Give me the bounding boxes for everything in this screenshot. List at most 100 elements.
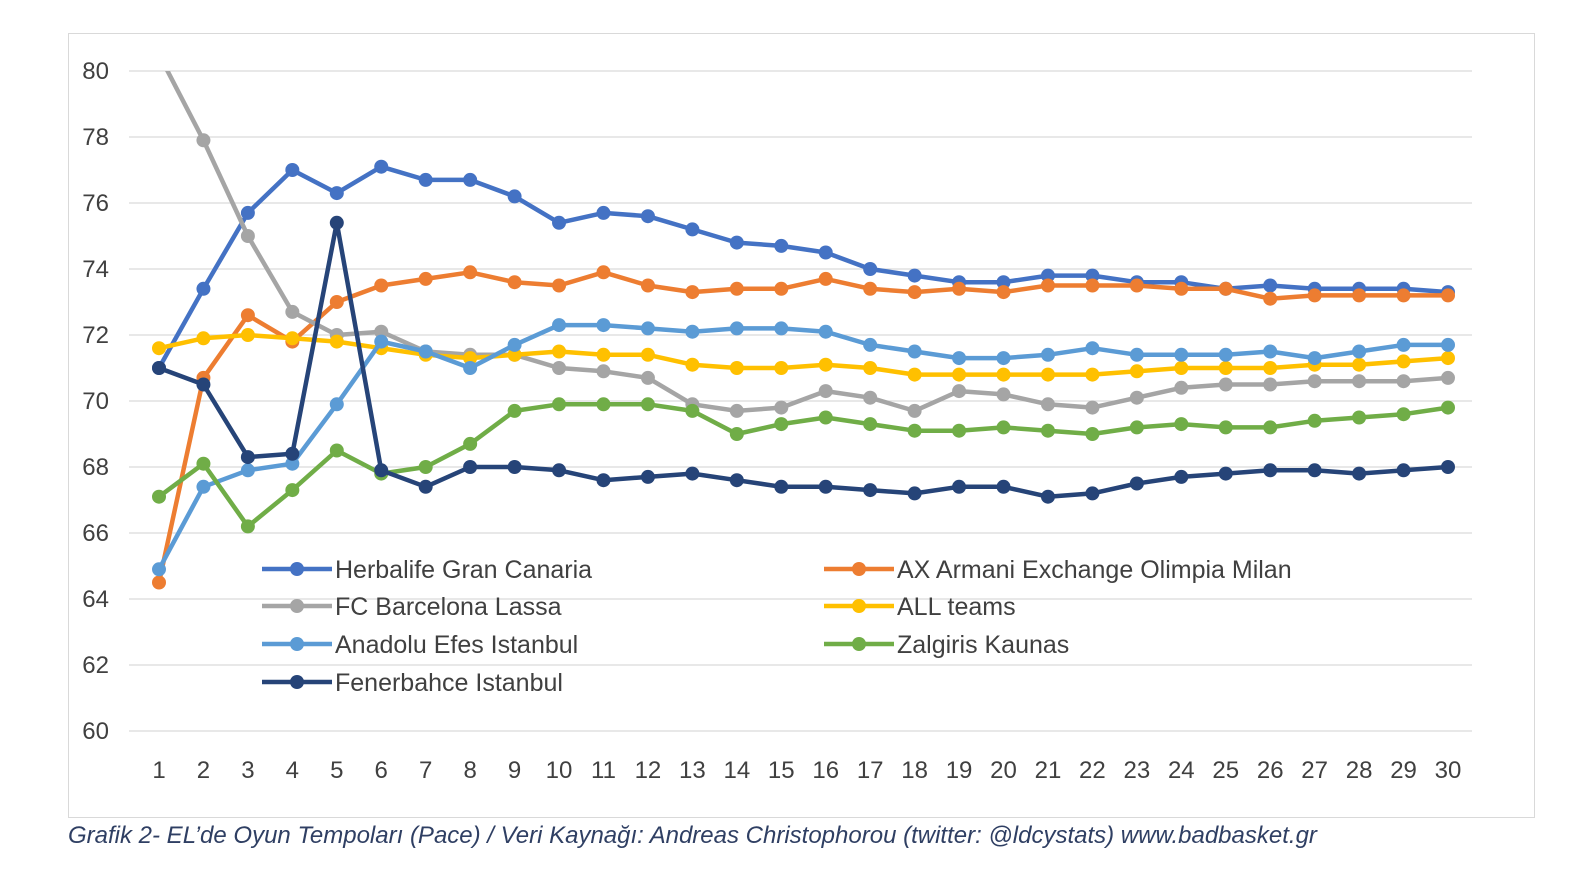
data-point bbox=[1040, 278, 1055, 293]
data-point bbox=[1263, 291, 1278, 306]
x-tick-label: 25 bbox=[1212, 757, 1239, 784]
data-point bbox=[1263, 463, 1278, 478]
data-point bbox=[1085, 400, 1100, 415]
legend-swatch-marker bbox=[852, 599, 866, 613]
data-point bbox=[774, 479, 789, 494]
y-tick-label: 72 bbox=[82, 322, 109, 349]
data-point bbox=[907, 423, 922, 438]
x-tick-label: 2 bbox=[197, 757, 210, 784]
data-point bbox=[418, 479, 433, 494]
legend-entry: AX Armani Exchange Olimpia Milan bbox=[824, 556, 1292, 584]
series-line bbox=[156, 322, 1451, 572]
data-point bbox=[285, 163, 300, 177]
x-tick-label: 10 bbox=[546, 757, 573, 784]
data-point bbox=[1263, 278, 1278, 293]
x-tick-label: 20 bbox=[990, 757, 1017, 784]
data-point bbox=[507, 337, 522, 352]
data-point bbox=[640, 347, 655, 362]
legend-label: AX Armani Exchange Olimpia Milan bbox=[897, 556, 1292, 584]
data-point bbox=[1085, 486, 1100, 501]
data-point bbox=[818, 384, 833, 399]
data-point bbox=[818, 357, 833, 372]
x-tick-label: 17 bbox=[857, 757, 884, 784]
data-point bbox=[863, 337, 878, 352]
x-tick-label: 29 bbox=[1390, 757, 1417, 784]
data-point bbox=[729, 361, 744, 375]
legend-label: ALL teams bbox=[897, 593, 1016, 621]
data-point bbox=[1040, 268, 1055, 283]
data-point bbox=[1040, 367, 1055, 382]
data-point bbox=[374, 334, 389, 349]
x-tick-label: 27 bbox=[1301, 757, 1328, 784]
data-point bbox=[552, 361, 567, 375]
data-point bbox=[863, 483, 878, 498]
data-point bbox=[285, 304, 300, 319]
data-point bbox=[996, 275, 1011, 290]
data-point bbox=[152, 341, 166, 356]
data-point bbox=[996, 285, 1011, 300]
legend-swatch-marker bbox=[290, 599, 304, 613]
data-point bbox=[1352, 374, 1367, 389]
x-tick-label: 13 bbox=[679, 757, 706, 784]
data-point bbox=[329, 334, 344, 349]
data-point bbox=[329, 397, 344, 412]
legend-swatch-marker bbox=[852, 637, 866, 651]
series-line bbox=[156, 332, 1451, 377]
data-point bbox=[1441, 337, 1455, 352]
data-point bbox=[240, 205, 255, 220]
data-point bbox=[596, 347, 611, 362]
data-point bbox=[1441, 370, 1455, 385]
data-point bbox=[729, 427, 744, 441]
y-tick-label: 68 bbox=[82, 454, 109, 481]
data-point bbox=[952, 367, 967, 382]
data-point bbox=[685, 285, 700, 300]
x-tick-label: 19 bbox=[946, 757, 973, 784]
data-point bbox=[285, 331, 300, 346]
data-point bbox=[240, 308, 255, 323]
data-point bbox=[818, 410, 833, 425]
data-point bbox=[685, 324, 700, 339]
data-point bbox=[152, 562, 166, 577]
data-point bbox=[1174, 417, 1189, 432]
data-point bbox=[1352, 466, 1367, 481]
data-point bbox=[596, 205, 611, 220]
data-point bbox=[996, 351, 1011, 366]
data-point bbox=[418, 344, 433, 359]
data-point bbox=[907, 344, 922, 359]
data-point bbox=[952, 423, 967, 438]
data-point bbox=[1218, 466, 1233, 481]
legend-label: Anadolu Efes Istanbul bbox=[335, 631, 578, 659]
x-tick-label: 14 bbox=[723, 757, 750, 784]
data-point bbox=[552, 278, 567, 293]
y-tick-label: 66 bbox=[82, 520, 109, 547]
data-point bbox=[596, 364, 611, 379]
x-tick-label: 9 bbox=[508, 757, 521, 784]
data-point bbox=[1441, 400, 1455, 415]
series-anadolu-efes-istanbul bbox=[152, 318, 1455, 577]
series-ax-armani-exchange-olimpia-milan bbox=[152, 265, 1455, 590]
y-tick-label: 80 bbox=[82, 58, 109, 85]
data-point bbox=[552, 318, 567, 333]
data-point bbox=[863, 262, 878, 276]
data-point bbox=[640, 321, 655, 336]
legend-label: Herbalife Gran Canaria bbox=[335, 556, 592, 584]
data-point bbox=[240, 229, 255, 243]
data-point bbox=[1307, 288, 1322, 303]
y-axis: 60 62 64 66 68 70 72 74 76 78 80 bbox=[82, 58, 109, 745]
data-point bbox=[507, 403, 522, 418]
data-point bbox=[374, 159, 389, 174]
data-point bbox=[1085, 367, 1100, 382]
x-tick-label: 18 bbox=[901, 757, 928, 784]
data-point bbox=[1396, 407, 1411, 422]
data-point bbox=[507, 275, 522, 290]
data-point bbox=[152, 489, 166, 504]
data-point bbox=[196, 479, 211, 494]
data-point bbox=[1263, 344, 1278, 359]
data-point bbox=[418, 172, 433, 187]
data-point bbox=[774, 417, 789, 432]
data-point bbox=[285, 456, 300, 471]
data-point bbox=[1174, 469, 1189, 484]
data-point bbox=[1174, 361, 1189, 375]
data-point bbox=[774, 321, 789, 336]
